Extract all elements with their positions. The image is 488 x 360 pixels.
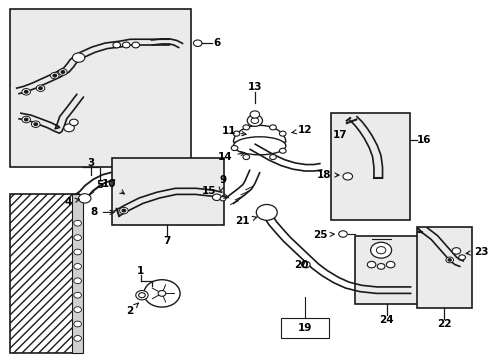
Text: 1: 1 [137,266,144,276]
Circle shape [256,204,277,220]
Circle shape [366,261,375,268]
Circle shape [34,123,38,126]
Text: 6: 6 [213,38,220,48]
Circle shape [122,42,130,48]
Circle shape [458,255,465,260]
Circle shape [250,118,258,123]
Circle shape [24,118,28,121]
Text: 12: 12 [291,125,312,135]
Circle shape [220,197,225,201]
Circle shape [342,173,352,180]
Ellipse shape [233,137,285,155]
Text: 13: 13 [247,82,262,92]
Circle shape [74,321,81,327]
Text: 10: 10 [102,179,124,194]
Circle shape [22,116,30,123]
Circle shape [269,125,276,130]
Text: 4: 4 [64,197,79,207]
Circle shape [53,74,57,77]
Circle shape [445,257,452,263]
Circle shape [447,259,450,261]
Circle shape [212,194,221,201]
Circle shape [74,278,81,284]
Circle shape [31,121,40,127]
Circle shape [243,125,249,130]
Circle shape [269,154,276,159]
Circle shape [279,131,285,136]
Text: 25: 25 [313,230,334,240]
Circle shape [113,42,120,48]
Circle shape [386,261,394,268]
Text: 11: 11 [221,126,245,136]
Bar [112,158,224,225]
Circle shape [24,90,28,93]
Text: 17: 17 [333,130,347,140]
Circle shape [279,148,285,153]
Circle shape [79,194,91,203]
Circle shape [74,220,81,226]
Circle shape [72,53,84,62]
Circle shape [74,307,81,312]
Circle shape [22,89,30,95]
Bar [72,194,83,353]
Circle shape [74,235,81,240]
Text: 9: 9 [219,175,226,192]
Circle shape [50,72,59,79]
Bar [9,9,190,167]
Text: 18: 18 [316,170,338,180]
Circle shape [61,71,64,73]
Circle shape [64,124,74,132]
Text: 16: 16 [416,135,430,145]
Bar [354,236,418,304]
Circle shape [301,261,309,268]
Circle shape [69,119,78,126]
Circle shape [231,145,238,150]
Circle shape [74,249,81,255]
Text: 22: 22 [436,319,450,329]
Circle shape [74,292,81,298]
Circle shape [247,115,262,126]
Circle shape [143,280,180,307]
Circle shape [132,42,139,48]
Text: 5: 5 [96,180,103,190]
Circle shape [338,231,346,237]
Text: 19: 19 [297,323,311,333]
Circle shape [120,207,128,214]
Circle shape [59,69,67,75]
Circle shape [193,40,202,46]
Circle shape [138,293,145,298]
Text: 23: 23 [465,247,488,257]
Text: 20: 20 [294,260,308,270]
Text: 7: 7 [163,236,170,246]
Circle shape [39,87,42,90]
Text: 24: 24 [379,315,393,325]
Circle shape [36,85,45,91]
Text: 8: 8 [90,207,114,217]
Text: 21: 21 [235,216,256,226]
Circle shape [451,248,460,254]
Text: 14: 14 [218,152,244,162]
Bar [281,318,328,338]
Circle shape [158,291,165,296]
Text: 3: 3 [87,158,94,168]
Text: 2: 2 [126,303,138,316]
Circle shape [122,209,125,212]
Circle shape [233,131,240,136]
Circle shape [74,264,81,269]
Text: 15: 15 [202,186,228,198]
Circle shape [243,154,249,159]
Circle shape [370,242,391,258]
Bar [9,194,79,353]
Circle shape [376,247,385,254]
Circle shape [249,111,259,118]
Circle shape [136,291,148,300]
Bar [416,227,470,308]
Circle shape [377,264,384,269]
Circle shape [74,336,81,341]
Polygon shape [233,125,285,146]
Bar [330,113,409,220]
